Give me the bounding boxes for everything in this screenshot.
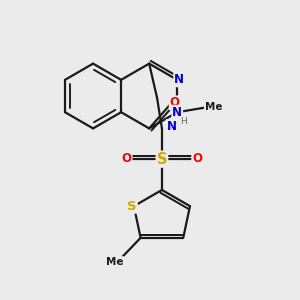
Text: N: N bbox=[174, 73, 184, 86]
Text: H: H bbox=[180, 117, 187, 126]
Text: N: N bbox=[172, 106, 182, 119]
Text: Me: Me bbox=[205, 102, 222, 112]
Text: Me: Me bbox=[106, 257, 123, 267]
Text: O: O bbox=[192, 152, 202, 165]
Text: S: S bbox=[127, 200, 137, 213]
Text: O: O bbox=[170, 96, 180, 110]
Text: O: O bbox=[122, 152, 132, 165]
Text: S: S bbox=[157, 152, 167, 167]
Text: N: N bbox=[167, 120, 177, 133]
